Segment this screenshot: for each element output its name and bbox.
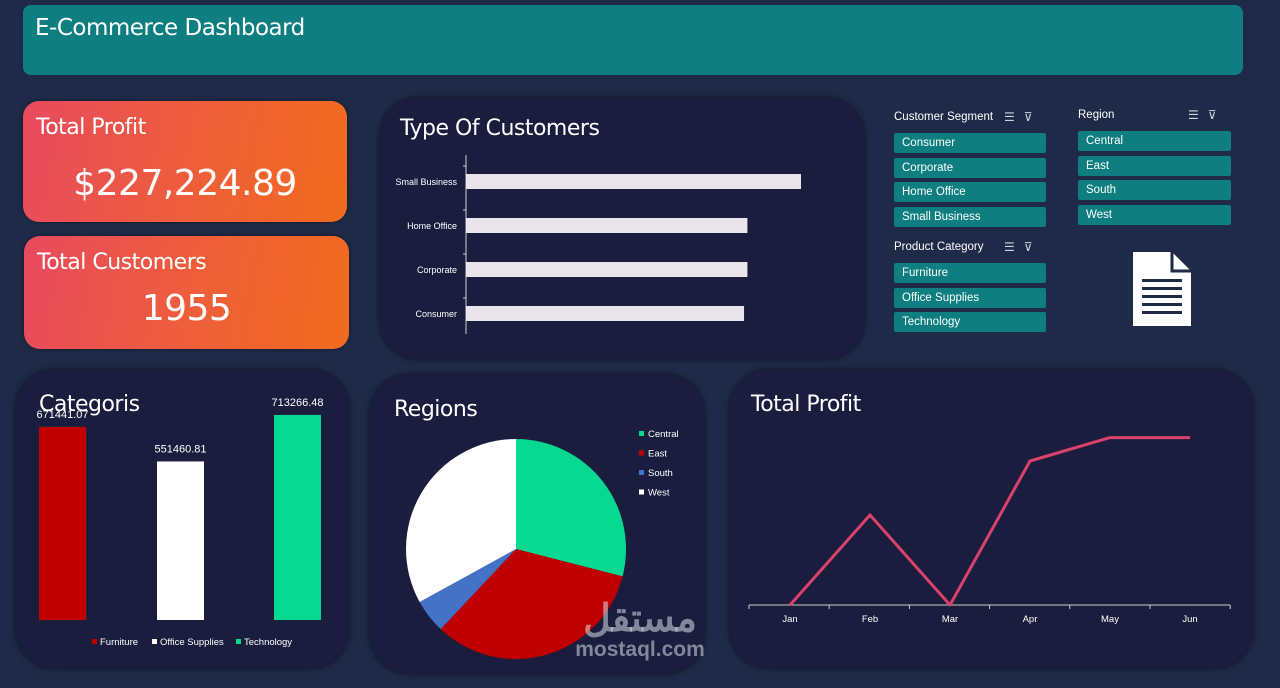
tick-label: Corporate	[417, 265, 457, 275]
slicer-item-west[interactable]: West	[1078, 204, 1231, 225]
customer-types-chart: Small Business Home Office Corporate Consum…	[395, 155, 801, 334]
tick-label: Small Business	[395, 177, 457, 187]
watermark-logo: مستقل mostaql.com	[560, 600, 720, 662]
slicer-item-east[interactable]: East	[1078, 155, 1231, 176]
slicer-item-central[interactable]: Central	[1078, 131, 1231, 151]
tick-label: Jun	[1182, 614, 1197, 625]
region-slicer-title: Region	[1078, 109, 1115, 121]
legend-label: Technology	[244, 637, 292, 648]
slice-south	[419, 549, 516, 630]
bar-technology	[274, 414, 321, 620]
slicer-item-home-office[interactable]: Home Office	[894, 182, 1046, 202]
slicer-item-office-supplies[interactable]: Office Supplies	[894, 287, 1046, 308]
legend-label: Office Supplies	[160, 637, 224, 648]
profit-trend-chart: Jan Feb Mar Apr May Jun	[748, 436, 1231, 625]
slice-central	[516, 439, 626, 577]
legend-label: East	[648, 449, 667, 460]
multi-select-icon[interactable]: ☰	[1004, 240, 1024, 254]
slicer-item-corporate[interactable]: Corporate	[894, 157, 1046, 178]
tick-label: Jan	[782, 614, 797, 625]
document-icon	[1133, 252, 1191, 326]
categories-title: Categoris	[39, 392, 140, 417]
segment-slicer-title: Customer Segment	[894, 111, 994, 123]
bar-office-supplies	[157, 461, 204, 620]
tick-label: Mar	[942, 614, 958, 625]
kpi-profit-label: Total Profit	[36, 115, 146, 140]
tick-label: Home Office	[407, 221, 457, 231]
tick-label: May	[1101, 614, 1119, 625]
slicer-item-south[interactable]: South	[1078, 180, 1231, 200]
legend-label: West	[648, 488, 670, 499]
kpi-profit-value: $227,224.89	[73, 163, 297, 204]
slice-west	[406, 438, 516, 602]
slicer-item-technology[interactable]: Technology	[894, 312, 1046, 332]
kpi-total-profit: Total Profit $227,224.89	[23, 101, 347, 222]
panel-categories: Categoris 671441.07 551460.81 713266.48 Fur…	[16, 370, 349, 668]
kpi-total-customers: Total Customers 1955	[24, 236, 349, 349]
bar-corporate	[466, 262, 748, 277]
tick-label: Feb	[862, 614, 878, 625]
bar-home-office	[466, 218, 748, 233]
categories-chart: 671441.07 551460.81 713266.48 Furniture Offi…	[37, 397, 324, 648]
legend-swatch	[152, 639, 157, 644]
multi-select-icon[interactable]: ☰	[1004, 110, 1024, 124]
legend-swatch	[639, 431, 644, 436]
data-label: 671441.07	[37, 409, 89, 421]
bar-furniture	[39, 426, 86, 620]
bar-consumer	[466, 306, 745, 321]
profit-line	[788, 436, 1190, 607]
legend-swatch	[92, 639, 97, 644]
category-slicer-icons: ☰⊽	[1004, 240, 1042, 254]
profit-trend-title: Total Profit	[751, 392, 861, 417]
slicer-item-small-business[interactable]: Small Business	[894, 206, 1046, 227]
data-label: 713266.48	[272, 397, 324, 409]
tick-label: Apr	[1023, 614, 1038, 625]
customer-types-title: Type Of Customers	[400, 116, 600, 141]
data-label: 551460.81	[155, 443, 207, 455]
category-slicer-title: Product Category	[894, 241, 984, 253]
legend-label: Central	[648, 429, 679, 440]
regions-title: Regions	[394, 397, 478, 422]
legend-swatch	[639, 489, 644, 495]
region-slicer-icons: ☰⊽	[1188, 108, 1226, 122]
watermark-url: mostaql.com	[575, 638, 705, 661]
dashboard-title: E-Commerce Dashboard	[35, 15, 305, 41]
slicer-item-furniture[interactable]: Furniture	[894, 263, 1046, 283]
legend-label: South	[648, 468, 673, 479]
panel-profit-trend: Total Profit Jan Feb Mar Apr May Jun	[730, 370, 1253, 668]
slice-east	[440, 549, 623, 659]
legend-label: Furniture	[100, 637, 138, 648]
clear-filter-icon[interactable]: ⊽	[1023, 110, 1042, 124]
legend-swatch	[236, 639, 241, 644]
panel-customer-types: Type Of Customers Small Business Home Off…	[380, 98, 864, 359]
segment-slicer-icons: ☰⊽	[1004, 110, 1042, 124]
legend-swatch	[639, 470, 644, 475]
header-bar: E-Commerce Dashboard	[23, 5, 1243, 75]
bar-small-business	[466, 174, 801, 189]
multi-select-icon[interactable]: ☰	[1188, 108, 1208, 122]
watermark-arabic: مستقل	[583, 598, 697, 640]
kpi-customers-value: 1955	[141, 288, 232, 329]
panel-regions: Regions Central East South West	[370, 375, 704, 673]
clear-filter-icon[interactable]: ⊽	[1023, 240, 1042, 254]
clear-filter-icon[interactable]: ⊽	[1207, 108, 1226, 122]
tick-label: Consumer	[415, 309, 457, 319]
kpi-customers-label: Total Customers	[37, 250, 207, 275]
regions-chart: Central East South West	[406, 429, 679, 659]
slicer-item-consumer[interactable]: Consumer	[894, 133, 1046, 153]
legend-swatch	[639, 450, 644, 456]
